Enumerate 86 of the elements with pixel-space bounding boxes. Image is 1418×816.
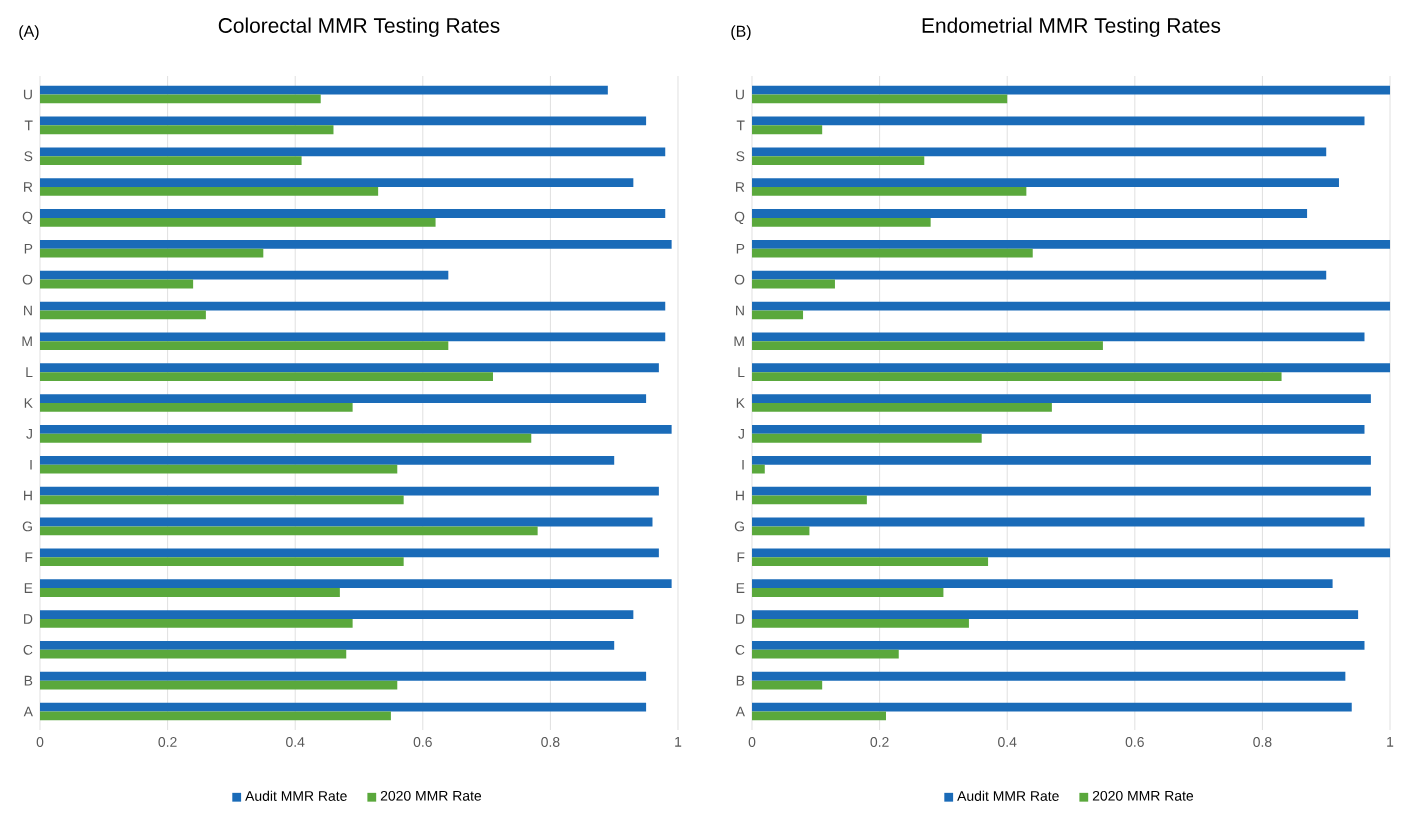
- bar: [40, 618, 353, 628]
- bar: [752, 372, 1282, 381]
- bar: [752, 85, 1391, 95]
- bar: [40, 680, 398, 690]
- bar: [40, 85, 608, 95]
- bar: [752, 517, 1365, 527]
- bar: [752, 279, 835, 289]
- bar: [40, 610, 634, 619]
- bar: [40, 433, 532, 443]
- bar: [40, 341, 449, 351]
- bar: [752, 425, 1365, 434]
- bar: [40, 579, 672, 589]
- bar: [40, 125, 334, 135]
- bar: [752, 464, 765, 474]
- bar: [40, 116, 647, 126]
- bar: [40, 671, 647, 681]
- bar: [40, 279, 194, 289]
- bar: [40, 178, 634, 188]
- bar: [40, 217, 436, 227]
- bar: [40, 209, 666, 218]
- bar: [752, 588, 944, 597]
- bar: [40, 464, 398, 474]
- bar: [752, 455, 1371, 465]
- bar: [752, 579, 1333, 589]
- bar: [752, 702, 1352, 712]
- bar: [752, 147, 1327, 157]
- bar: [40, 588, 340, 597]
- bar: [40, 394, 647, 404]
- bar: [40, 702, 647, 712]
- bar: [752, 248, 1033, 258]
- bar: [752, 680, 823, 690]
- bar: [40, 301, 666, 311]
- bar: [752, 363, 1391, 373]
- bar: [752, 341, 1103, 351]
- bar: [752, 332, 1365, 342]
- bar: [752, 548, 1391, 558]
- bar: [40, 557, 404, 567]
- bar: [752, 187, 1027, 196]
- bar: [40, 641, 615, 650]
- bar: [752, 495, 867, 505]
- bar: [40, 455, 615, 465]
- bar: [40, 526, 538, 536]
- bar: [752, 433, 982, 443]
- bar: [40, 187, 379, 196]
- bar: [40, 332, 666, 342]
- bar: [40, 495, 404, 505]
- bar: [40, 270, 449, 280]
- bar: [752, 403, 1052, 412]
- bar: [752, 239, 1391, 249]
- chart-title: Endometrial MMR Testing Rates: [922, 17, 1221, 38]
- bar: [40, 517, 653, 527]
- bar: [40, 248, 264, 258]
- bar: [752, 486, 1371, 496]
- bar: [752, 156, 925, 166]
- bar: [752, 116, 1365, 126]
- bar: [40, 486, 659, 496]
- bar: [40, 425, 672, 434]
- bar: [752, 209, 1308, 218]
- bar: [752, 394, 1371, 404]
- bar: [752, 641, 1365, 650]
- bar: [752, 649, 899, 659]
- bar: [752, 125, 823, 135]
- bar: [752, 610, 1359, 619]
- bar: [40, 649, 347, 659]
- bar: [752, 557, 989, 567]
- chart-title: Colorectal MMR Testing Rates: [218, 17, 500, 38]
- bar: [752, 270, 1327, 280]
- bar: [752, 217, 931, 227]
- bar: [40, 711, 391, 721]
- bar: [40, 372, 493, 381]
- bar: [40, 403, 353, 412]
- bar: [752, 301, 1391, 311]
- bar: [752, 711, 886, 721]
- bar: [40, 147, 666, 157]
- bar: [40, 239, 672, 249]
- bar: [752, 310, 804, 320]
- bar: [40, 156, 302, 166]
- bar: [40, 310, 206, 320]
- bar: [40, 363, 659, 373]
- bar: [752, 178, 1339, 188]
- bar: [40, 94, 321, 104]
- bar: [752, 94, 1008, 104]
- bar: [752, 526, 810, 536]
- bar: [752, 671, 1346, 681]
- bar: [752, 618, 969, 628]
- bar: [40, 548, 659, 558]
